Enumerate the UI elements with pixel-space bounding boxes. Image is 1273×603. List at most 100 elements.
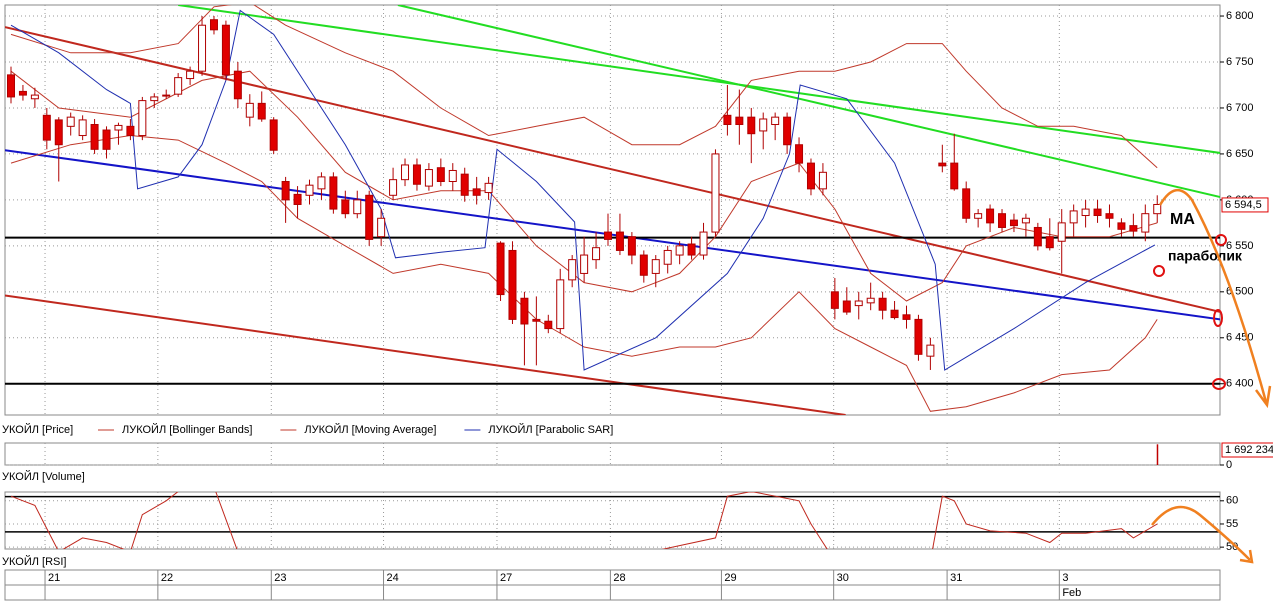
y-tick-label: 0 (1226, 459, 1232, 471)
candle-body (1045, 236, 1054, 249)
y-tick-label: 6 700 (1226, 102, 1254, 114)
candle-body (209, 19, 218, 31)
candle-body (78, 119, 87, 137)
candle-body (114, 124, 123, 131)
candle-body (854, 300, 863, 307)
month-label: Feb (1062, 587, 1081, 599)
volume-bar (1156, 444, 1159, 465)
candle-body (1153, 203, 1162, 215)
candle-body (639, 254, 648, 276)
candle-body (102, 129, 111, 150)
candle-body (329, 176, 338, 210)
candle-body (675, 245, 684, 256)
candle-body (544, 320, 553, 330)
arrow-head (1239, 549, 1254, 564)
trendline (397, 5, 1220, 199)
candle-body (998, 213, 1007, 228)
y-tick-label: 50 (1226, 541, 1238, 553)
candle-body (1141, 213, 1150, 233)
candle-body (914, 318, 923, 355)
circle (1212, 378, 1226, 390)
circle (1215, 234, 1227, 246)
candle-body (221, 24, 230, 76)
candle-body (795, 144, 804, 164)
candle-body (1069, 210, 1078, 224)
candle-body (377, 217, 386, 238)
candle-body (42, 114, 51, 141)
rsi-line (10, 492, 1158, 549)
candle-body (759, 118, 768, 132)
candle-body (1009, 219, 1018, 227)
rsi-panel (4, 491, 1221, 550)
candle-body (627, 236, 636, 256)
candle-body (126, 125, 135, 137)
candle-body (974, 213, 983, 219)
candle-body (735, 116, 744, 126)
candle-body (281, 181, 290, 201)
x-tick-label: 21 (48, 572, 60, 584)
x-tick-label: 22 (161, 572, 173, 584)
candle-body (448, 169, 457, 183)
candle-body (830, 291, 839, 309)
candle-body (257, 102, 266, 120)
y-tick-label: 6 650 (1226, 148, 1254, 160)
candle-body (568, 259, 577, 281)
candle-body (711, 153, 720, 233)
candle-body (842, 300, 851, 313)
candle-body (783, 116, 792, 146)
arrow-head (1254, 385, 1272, 409)
candle-body (293, 193, 302, 205)
candle-body (412, 164, 421, 185)
indicator-line (10, 9, 1156, 371)
last-price-label: 6 594,5 (1225, 199, 1262, 211)
candle-body (7, 74, 15, 98)
candle-body (317, 176, 326, 190)
candle-body (269, 119, 278, 151)
candle-body (806, 162, 815, 190)
legend-label: ЛУКОЙЛ [Moving Average] (304, 423, 436, 436)
candle-body (353, 199, 362, 215)
candle-body (198, 24, 207, 72)
circle (1213, 309, 1223, 327)
candle-body (866, 297, 875, 304)
x-tick-label: 23 (274, 572, 286, 584)
trendline (5, 26, 1220, 313)
candle-body (890, 309, 899, 319)
x-tick-label: 29 (724, 572, 736, 584)
x-tick-label: 24 (387, 572, 399, 584)
legend-label: УКОЙЛ [Volume] (2, 470, 85, 483)
candle-body (926, 344, 935, 357)
candle-body (233, 70, 242, 100)
indicator-line (10, 134, 1158, 412)
legend-label: УКОЙЛ [Price] (2, 423, 73, 436)
y-tick-label: 60 (1226, 495, 1238, 507)
candle-body (424, 169, 433, 187)
value-label: 1 692 234 (1225, 444, 1273, 456)
legend-label: ЛУКОЙЛ [Parabolic SAR] (488, 423, 613, 436)
y-tick-label: 6 800 (1226, 10, 1254, 22)
price-panel (4, 4, 1221, 416)
candle-body (592, 247, 601, 261)
candle-body (496, 242, 505, 296)
candle-body (174, 77, 183, 95)
candle-body (162, 94, 171, 97)
candle-body (1021, 217, 1030, 224)
trendline (5, 294, 846, 415)
candle-body (604, 231, 612, 240)
candle-body (460, 173, 469, 196)
arrow (1151, 505, 1251, 561)
hand-drawn-circles (1153, 234, 1227, 390)
legend-label: ЛУКОЙЛ [Bollinger Bands] (122, 423, 252, 436)
candle-body (484, 182, 493, 194)
candle-body (436, 167, 445, 183)
volume-panel (4, 442, 1221, 466)
candle-body (305, 184, 314, 196)
candle-body (90, 124, 99, 150)
candle-body (615, 231, 624, 251)
annotation: параболик (1168, 248, 1243, 264)
trendline (5, 149, 1220, 321)
x-tick-label: 31 (950, 572, 962, 584)
candle-body (245, 102, 254, 118)
candle-body (138, 100, 147, 137)
candle-body (687, 243, 696, 256)
